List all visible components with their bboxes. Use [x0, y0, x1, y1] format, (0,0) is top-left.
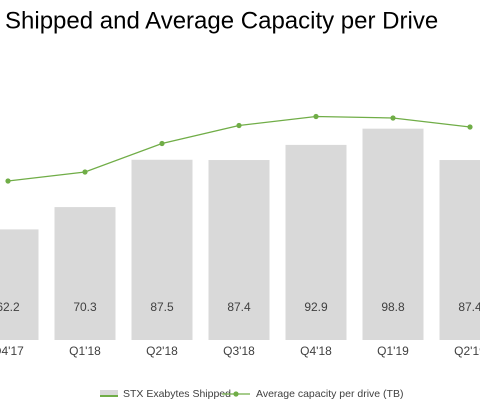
line-marker: [313, 113, 319, 120]
value-label: 87.4: [227, 300, 251, 314]
x-tick-label: Q1'19: [377, 344, 409, 358]
bar: [285, 144, 347, 340]
chart-title: Shipped and Average Capacity per Drive: [5, 7, 438, 34]
bar: [362, 128, 424, 340]
legend-marker: [233, 391, 239, 397]
value-label: 87.5: [150, 300, 174, 314]
value-label: 87.4: [458, 300, 480, 314]
x-tick-label: Q3'18: [223, 344, 255, 358]
value-label: 70.3: [73, 300, 97, 314]
line-marker: [82, 169, 88, 175]
line-marker: [390, 115, 396, 121]
value-label: 98.8: [381, 300, 405, 314]
x-tick-label: Q4'17: [0, 344, 24, 358]
x-tick-label: Q1'18: [69, 344, 101, 358]
line-marker: [159, 140, 165, 147]
bar: [439, 160, 480, 340]
value-label: 92.9: [304, 300, 328, 314]
line-marker: [236, 122, 242, 129]
legend: STX Exabytes Shipped Average capacity per…: [100, 388, 403, 400]
value-label: 62.2: [0, 300, 20, 314]
x-tick-label: Q2'18: [146, 344, 178, 358]
line-marker: [467, 124, 473, 130]
x-tick-label: Q2'19: [454, 344, 480, 358]
legend-swatch: [100, 390, 118, 396]
x-tick-label: Q4'18: [300, 344, 332, 358]
legend-label: Average capacity per drive (TB): [256, 388, 403, 400]
legend-label: STX Exabytes Shipped: [123, 388, 231, 400]
bar: [54, 207, 116, 340]
line-marker: [5, 178, 11, 184]
bar: [0, 229, 39, 340]
plot: 62.2 70.3 87.5 87.4 92.9 98.8 87.4 Q4'17 Q1'18 Q2…: [0, 113, 480, 358]
bar: [208, 160, 270, 340]
bar: [131, 159, 193, 340]
